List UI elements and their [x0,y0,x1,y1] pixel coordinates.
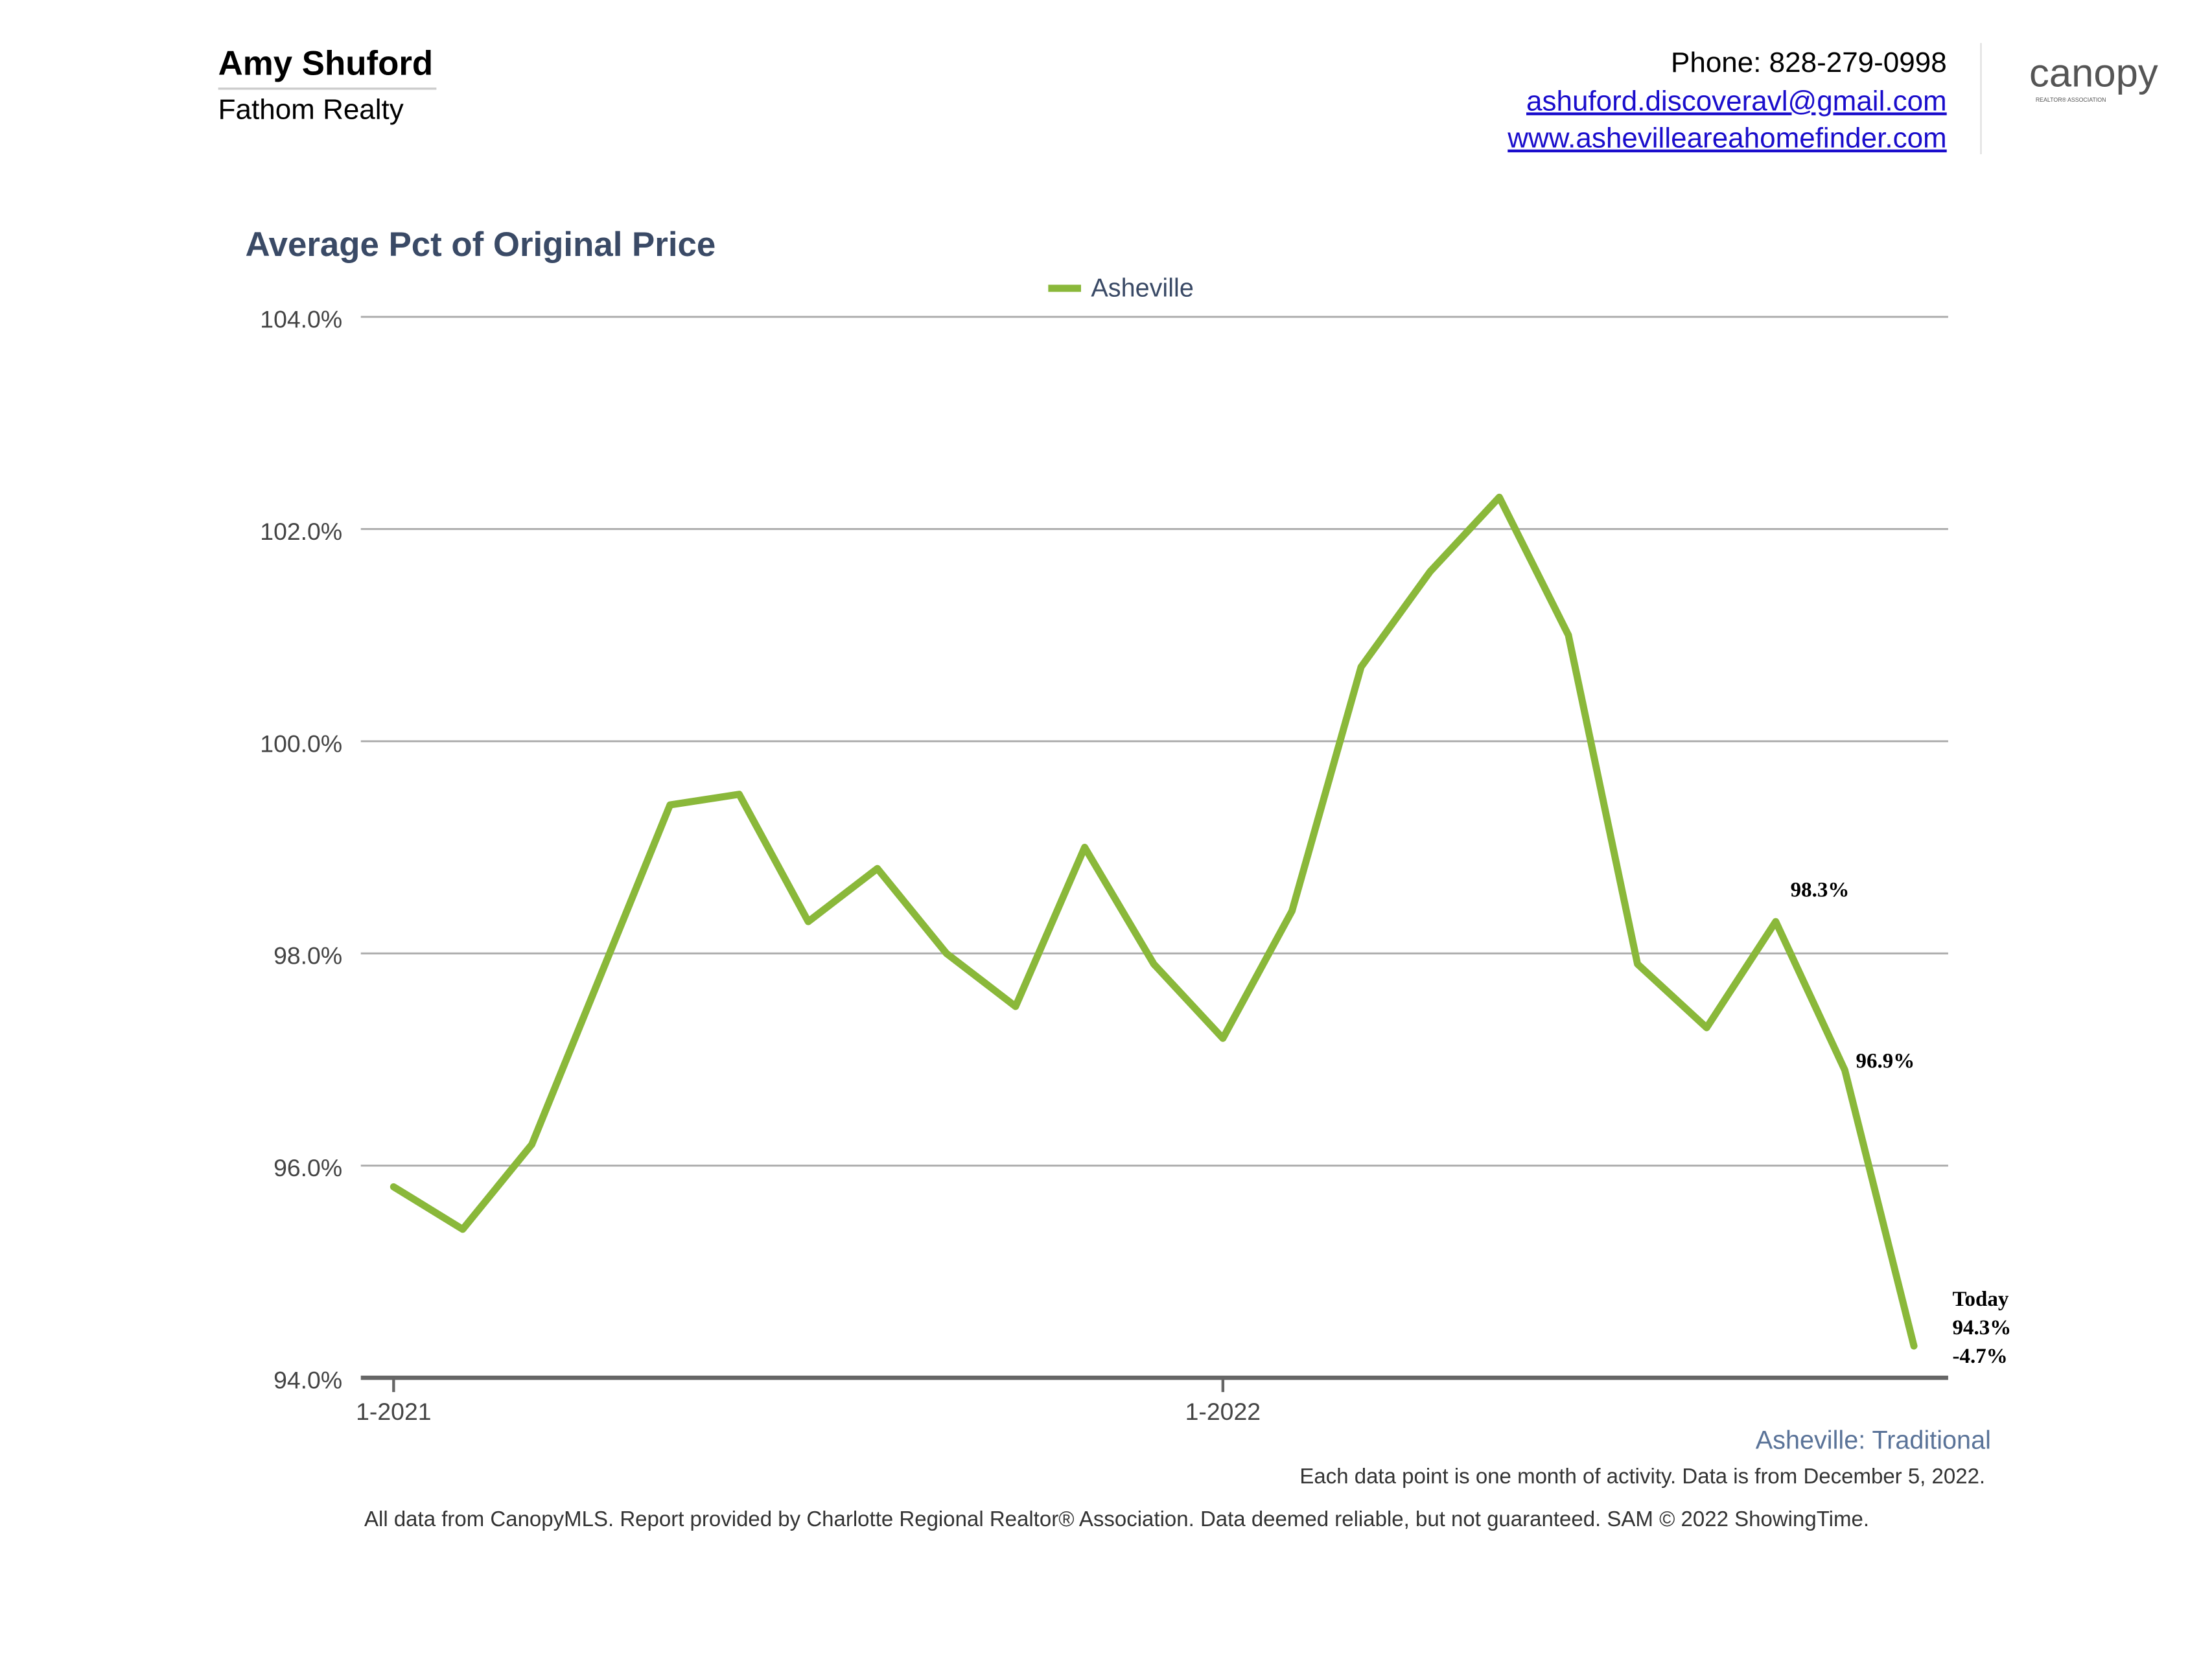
phone: Phone: 828-279-0998 [1671,47,1947,78]
agent-name: Amy Shuford [218,45,433,83]
website-link[interactable]: www.ashevilleareahomefinder.com [1507,122,1946,154]
data-label: 94.3% [1953,1316,2012,1340]
y-tick-label: 94.0% [274,1367,342,1394]
segment-label: Asheville: Traditional [1756,1426,1991,1455]
logo-sub: REALTOR® ASSOCIATION [2036,97,2106,103]
x-tick-label: 1-2021 [356,1398,431,1425]
email-link[interactable]: ashuford.discoveravl@gmail.com [1526,85,1947,117]
y-tick-label: 100.0% [260,730,342,757]
line [390,493,1918,1350]
y-tick-label: 102.0% [260,518,342,545]
annotation: -4.7% [1953,1345,2008,1368]
y-tick-label: 96.0% [274,1154,342,1181]
data-label: 96.9% [1856,1049,1915,1073]
y-tick-label: 104.0% [260,305,342,332]
y-tick-label: 98.0% [274,942,342,969]
data-label: 98.3% [1791,878,1850,901]
note: Each data point is one month of activity… [1299,1464,1985,1488]
company: Fathom Realty [218,94,404,126]
logo: canopy [2029,51,2158,95]
legend-label: Asheville [1091,274,1193,303]
annotation: Today [1953,1288,2009,1311]
x-tick-label: 1-2022 [1185,1398,1261,1425]
chart-title: Average Pct of Original Price [245,226,716,264]
disclaimer: All data from CanopyMLS. Report provided… [364,1507,1869,1531]
